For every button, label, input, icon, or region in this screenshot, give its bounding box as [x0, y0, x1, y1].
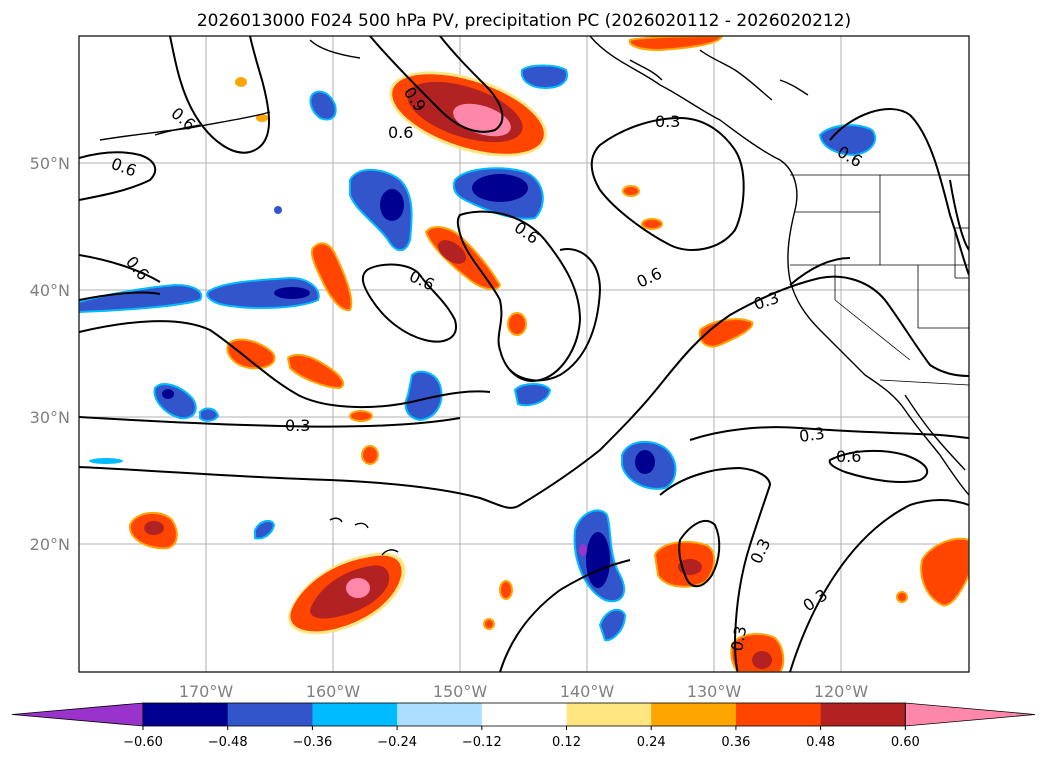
colorbar-frame: [142, 702, 906, 727]
colorbar-tick-label: −0.60: [123, 735, 163, 750]
colorbar-tick-label: 0.48: [806, 735, 835, 750]
contour-label: 0.3: [655, 112, 680, 131]
lon-label: 150°W: [433, 682, 488, 701]
map-frame: [78, 35, 970, 673]
precip-positive-misc: [128, 36, 908, 630]
colorbar-extend-low: [11, 702, 144, 727]
colorbar: −0.60 −0.48 −0.36 −0.24 −0.12 0.12 0.24 0.36 0.4…: [11, 702, 1036, 750]
colorbar-tick-label: 0.12: [552, 735, 581, 750]
colorbar-segment: [227, 703, 313, 726]
precip-positive-baja: [920, 537, 969, 607]
lat-label: 20°N: [30, 535, 70, 554]
lat-label: 30°N: [30, 408, 70, 427]
precip-negative-misc: [79, 64, 877, 642]
colorbar-tick-label: −0.48: [208, 735, 248, 750]
lon-label: 170°W: [179, 682, 234, 701]
pv-contours: [79, 36, 969, 672]
colorbar-segment: [820, 703, 906, 726]
lat-label: 50°N: [30, 154, 70, 173]
map-panel: 0.6 0.6 0.6 0.9 0.3 0.6 0.6 0.6 0.6 0.3 …: [79, 36, 969, 672]
contour-label: 0.6: [388, 123, 413, 142]
contour-label: 0.3: [285, 416, 310, 435]
lon-label: 140°W: [560, 682, 615, 701]
colorbar-segment: [397, 703, 483, 726]
lon-label: 120°W: [814, 682, 869, 701]
lon-label: 130°W: [687, 682, 742, 701]
colorbar-tick-label: −0.24: [377, 735, 417, 750]
colorbar-tick-label: 0.24: [637, 735, 666, 750]
contour-label: 0.3: [798, 424, 826, 446]
longitude-labels: 170°W 160°W 150°W 140°W 130°W 120°W: [179, 682, 869, 701]
precip-positive-near-hawaii: [288, 552, 406, 635]
colorbar-segment: [735, 703, 822, 726]
lon-label: 160°W: [306, 682, 361, 701]
precip-positive-mid-subtropical: [653, 540, 716, 588]
precip-positive-gulf-alaska: [389, 71, 547, 157]
coastlines: [99, 36, 969, 556]
colorbar-tick-label: 0.60: [891, 735, 920, 750]
precip-shading: [79, 36, 969, 672]
colorbar-tick-label: −0.12: [462, 735, 502, 750]
colorbar-tick-label: 0.36: [721, 735, 750, 750]
colorbar-segment: [481, 703, 567, 726]
contour-label: 0.3: [727, 624, 750, 652]
colorbar-segment: [312, 703, 398, 726]
colorbar-tick-label: −0.36: [292, 735, 332, 750]
colorbar-segment: [651, 703, 737, 726]
precip-positive-southern-edge: [730, 633, 785, 672]
contour-label: 0.6: [836, 447, 861, 466]
latitude-labels: 50°N 40°N 30°N 20°N: [30, 154, 70, 554]
colorbar-extend-high: [904, 702, 1036, 727]
map-title: 2026013000 F024 500 hPa PV, precipitatio…: [197, 11, 851, 31]
lat-label: 40°N: [30, 281, 70, 300]
colorbar-segment: [566, 703, 652, 726]
colorbar-segment: [143, 703, 229, 726]
